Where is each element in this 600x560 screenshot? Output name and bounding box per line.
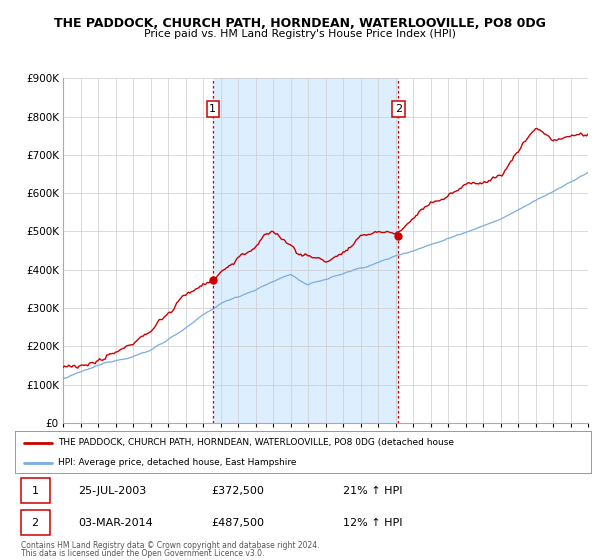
Text: Contains HM Land Registry data © Crown copyright and database right 2024.: Contains HM Land Registry data © Crown c… [21, 541, 320, 550]
Text: This data is licensed under the Open Government Licence v3.0.: This data is licensed under the Open Gov… [21, 549, 265, 558]
Text: 25-JUL-2003: 25-JUL-2003 [79, 486, 146, 496]
Text: 1: 1 [209, 104, 216, 114]
Text: THE PADDOCK, CHURCH PATH, HORNDEAN, WATERLOOVILLE, PO8 0DG (detached house: THE PADDOCK, CHURCH PATH, HORNDEAN, WATE… [58, 438, 454, 447]
FancyBboxPatch shape [21, 478, 50, 503]
Text: 2: 2 [32, 518, 39, 528]
Text: £372,500: £372,500 [211, 486, 264, 496]
Text: Price paid vs. HM Land Registry's House Price Index (HPI): Price paid vs. HM Land Registry's House … [144, 29, 456, 39]
Text: 21% ↑ HPI: 21% ↑ HPI [343, 486, 403, 496]
Text: 03-MAR-2014: 03-MAR-2014 [79, 518, 153, 528]
FancyBboxPatch shape [21, 511, 50, 535]
Text: £487,500: £487,500 [211, 518, 264, 528]
Bar [213, 78, 398, 423]
Text: THE PADDOCK, CHURCH PATH, HORNDEAN, WATERLOOVILLE, PO8 0DG: THE PADDOCK, CHURCH PATH, HORNDEAN, WATE… [54, 17, 546, 30]
Text: 2: 2 [395, 104, 402, 114]
Text: 12% ↑ HPI: 12% ↑ HPI [343, 518, 403, 528]
Text: HPI: Average price, detached house, East Hampshire: HPI: Average price, detached house, East… [58, 458, 296, 467]
Text: 1: 1 [32, 486, 38, 496]
